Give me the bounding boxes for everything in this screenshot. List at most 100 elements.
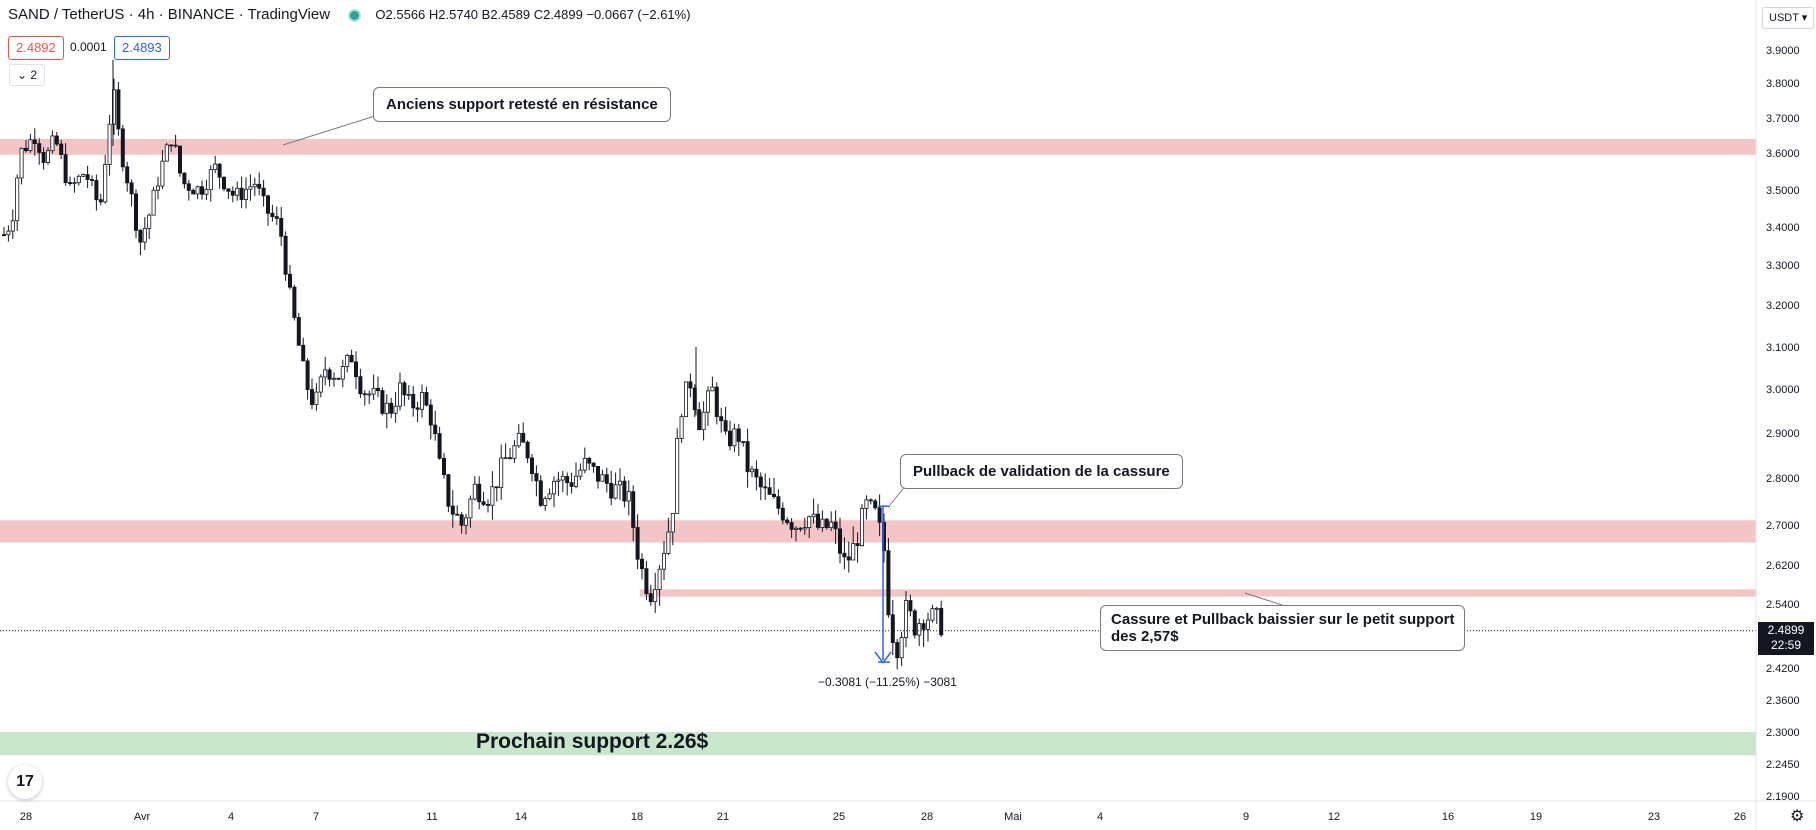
- x-tick-label-6: 18: [631, 811, 643, 823]
- y-tick-label-14: 2.5400: [1766, 599, 1800, 611]
- sell-price-button[interactable]: 2.4892: [8, 36, 64, 60]
- candle-body-76: [336, 377, 341, 380]
- candle-body-156: [688, 381, 693, 389]
- candle-body-195: [860, 508, 865, 547]
- candle-body-54: [239, 187, 244, 200]
- candle-body-21: [94, 179, 99, 201]
- candle-body-143: [631, 491, 636, 528]
- candle-body-165: [728, 430, 733, 447]
- candle-body-31: [138, 229, 143, 243]
- candle-body-201: [886, 550, 891, 616]
- candle-body-90: [397, 382, 402, 407]
- candle-body-148: [653, 589, 658, 603]
- candle-body-198: [873, 500, 878, 509]
- candle-body-105: [463, 517, 468, 526]
- candle-body-33: [147, 214, 152, 229]
- candle-body-5: [23, 147, 28, 152]
- candle-body-1: [6, 230, 11, 236]
- candle-body-81: [358, 376, 363, 395]
- candle-body-191: [842, 552, 847, 558]
- break-note-line2: des 2,57$: [1111, 628, 1179, 645]
- candle-body-69: [305, 360, 310, 390]
- candle-body-192: [846, 556, 851, 561]
- candle-body-149: [657, 568, 662, 590]
- candle-body-43: [191, 189, 196, 195]
- candle-body-116: [512, 445, 517, 459]
- candle-body-121: [534, 473, 539, 482]
- y-tick-label-17: 2.3000: [1766, 727, 1800, 739]
- candle-body-210: [926, 619, 931, 630]
- candle-body-172: [758, 476, 763, 488]
- zone-resistance-0: [0, 139, 1756, 155]
- gear-icon[interactable]: ⚙: [1790, 808, 1805, 825]
- x-tick-label-10: Mai: [1004, 811, 1022, 823]
- y-tick-label-7: 3.2000: [1766, 300, 1800, 312]
- candle-body-188: [829, 521, 834, 528]
- indicator-toggle-button[interactable]: ⌄ 2: [9, 64, 46, 86]
- candle-body-41: [182, 172, 187, 185]
- candle-body-161: [710, 386, 715, 392]
- x-tick-label-15: 19: [1530, 811, 1542, 823]
- candle-body-29: [129, 182, 134, 195]
- candle-body-37: [164, 144, 169, 162]
- candle-body-141: [622, 480, 627, 502]
- candle-body-134: [591, 462, 596, 467]
- break-note[interactable]: Cassure et Pullback baissier sur le peti…: [1100, 605, 1466, 651]
- candle-body-178: [785, 519, 790, 523]
- candle-body-185: [816, 513, 821, 528]
- next-support-label: Prochain support 2.26$: [476, 730, 709, 753]
- currency-dropdown[interactable]: USDT ▾: [1762, 7, 1815, 29]
- candle-body-168: [741, 441, 746, 443]
- candle-body-75: [331, 377, 336, 380]
- candle-body-93: [411, 393, 416, 409]
- candle-body-189: [833, 521, 838, 530]
- candle-body-139: [613, 484, 618, 499]
- candle-body-194: [855, 543, 860, 547]
- tradingview-logo[interactable]: 17: [8, 765, 42, 799]
- candle-body-48: [213, 163, 218, 170]
- candle-body-98: [433, 424, 438, 434]
- candle-body-212: [934, 607, 939, 610]
- candle-body-91: [402, 382, 407, 396]
- candle-body-133: [587, 458, 592, 464]
- candle-body-130: [574, 475, 579, 487]
- x-tick-label-2: 4: [228, 811, 234, 823]
- pullback-note[interactable]: Pullback de validation de la cassure: [900, 454, 1183, 489]
- candle-body-197: [868, 499, 873, 502]
- candle-body-72: [318, 376, 323, 393]
- candle-body-177: [780, 507, 785, 521]
- candle-body-119: [525, 441, 530, 459]
- x-tick-label-13: 12: [1328, 811, 1340, 823]
- candle-body-183: [807, 516, 812, 528]
- ohlc-values: O2.5566 H2.5740 B2.4589 C2.4899 −0.0667 …: [375, 7, 691, 22]
- candle-body-171: [754, 468, 759, 478]
- candle-body-179: [789, 522, 794, 530]
- candle-body-158: [697, 409, 702, 431]
- candle-body-182: [802, 527, 807, 530]
- candle-body-56: [248, 186, 253, 190]
- candle-body-77: [340, 366, 345, 380]
- y-tick-label-5: 3.4000: [1766, 222, 1800, 234]
- candle-body-108: [477, 483, 482, 503]
- y-tick-label-10: 2.9000: [1766, 428, 1800, 440]
- candle-body-109: [481, 501, 486, 505]
- last-price-label: 2.4899 22:59: [1758, 622, 1814, 655]
- candle-body-126: [556, 479, 561, 482]
- buy-price-button[interactable]: 2.4893: [114, 36, 170, 60]
- resistance-note[interactable]: Anciens support retesté en résistance: [373, 87, 671, 122]
- candle-body-24: [107, 123, 112, 165]
- candle-body-174: [767, 487, 772, 495]
- candle-body-204: [899, 637, 904, 659]
- y-tick-label-18: 2.2450: [1766, 759, 1800, 771]
- x-tick-label-17: 26: [1734, 811, 1746, 823]
- candle-body-36: [160, 160, 165, 187]
- candle-body-15: [68, 182, 73, 184]
- candle-body-113: [499, 457, 504, 488]
- candle-body-136: [600, 474, 605, 482]
- candle-body-23: [103, 164, 108, 203]
- candle-body-163: [719, 416, 724, 422]
- candle-body-84: [371, 387, 376, 395]
- symbol-title[interactable]: SAND / TetherUS · 4h · BINANCE · Trading…: [8, 6, 331, 23]
- candle-body-11: [50, 135, 55, 152]
